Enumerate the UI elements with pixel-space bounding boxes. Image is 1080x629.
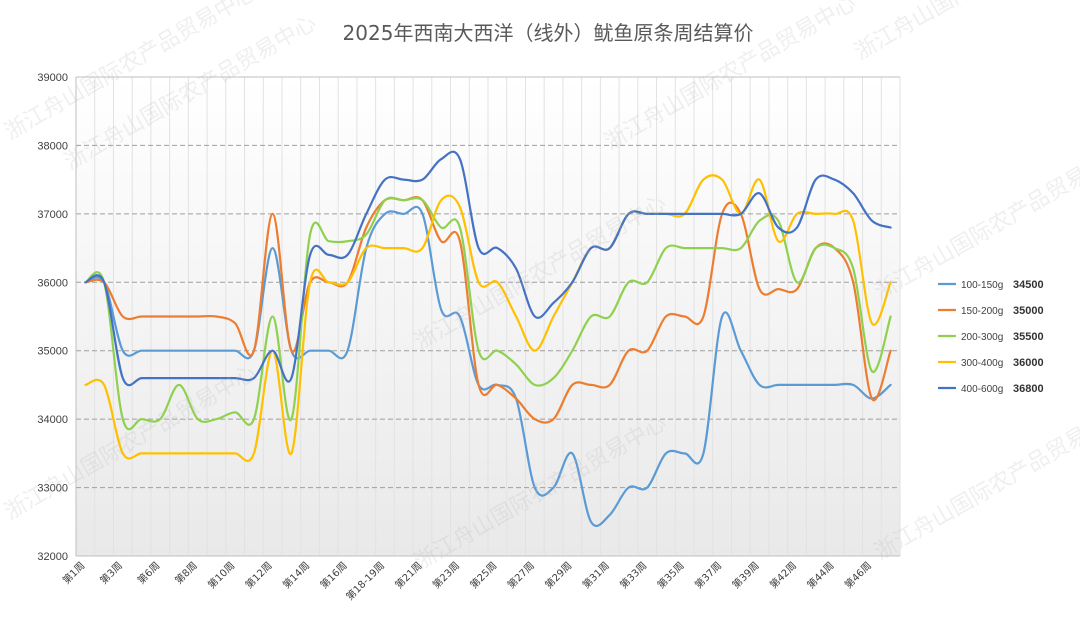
x-tick-label: 第8周	[172, 559, 200, 587]
y-tick-label: 38000	[37, 140, 68, 152]
series-line-300-400g	[84, 174, 892, 463]
x-tick-label: 第37周	[692, 559, 724, 591]
x-tick-label: 第33周	[617, 559, 649, 591]
x-tick-label: 第18-19周	[343, 559, 387, 603]
x-tick-label: 第12周	[242, 559, 274, 591]
y-tick-label: 35000	[37, 346, 68, 358]
legend-value: 35000	[1013, 305, 1044, 317]
series-line-400-600g	[84, 150, 892, 387]
x-tick-label: 第6周	[135, 559, 163, 587]
legend-label: 200-300g	[961, 332, 1003, 343]
legend-value: 36000	[1013, 357, 1044, 369]
x-tick-label: 第16周	[317, 559, 349, 591]
legend-value: 35500	[1013, 331, 1044, 343]
x-tick-label: 第14周	[280, 559, 312, 591]
legend-label: 150-200g	[961, 306, 1003, 317]
x-tick-label: 第1周	[60, 559, 88, 587]
x-tick-label: 第3周	[97, 559, 125, 587]
y-axis: 32000 33000 34000 35000 36000 37000 38000 39000	[37, 72, 68, 563]
legend-label: 100-150g	[961, 280, 1003, 291]
x-tick-label: 第44周	[804, 559, 836, 591]
x-tick-label: 第29周	[542, 559, 574, 591]
legend: 100-150g 34500 150-200g 35000 200-300g 35500 3…	[938, 279, 1044, 395]
chart-title: 2025年西南大西洋（线外）鱿鱼原条周结算价	[343, 21, 754, 45]
legend-label: 300-400g	[961, 358, 1003, 369]
y-tick-label: 36000	[37, 277, 68, 289]
y-tick-label: 33000	[37, 483, 68, 495]
y-tick-label: 39000	[37, 72, 68, 84]
x-axis: 第1周 第3周 第6周 第8周 第10周 第12周 第14周 第16周第18-19周 第21周第…	[60, 559, 874, 603]
x-tick-label: 第42周	[767, 559, 799, 591]
series-line-100-150g	[84, 205, 892, 527]
y-tick-label: 32000	[37, 551, 68, 563]
x-tick-label: 第39周	[729, 559, 761, 591]
watermark-text: 浙江舟山国际农产品贸易中心	[871, 401, 1080, 566]
x-tick-label: 第35周	[654, 559, 686, 591]
y-tick-label: 34000	[37, 414, 68, 426]
x-tick-label: 第31周	[580, 559, 612, 591]
x-tick-label: 第10周	[205, 559, 237, 591]
legend-label: 400-600g	[961, 384, 1003, 395]
series-line-200-300g	[84, 196, 892, 431]
legend-value: 36800	[1013, 383, 1044, 395]
x-tick-label: 第25周	[467, 559, 499, 591]
x-tick-label: 第46周	[842, 559, 874, 591]
y-tick-label: 37000	[37, 209, 68, 221]
legend-value: 34500	[1013, 279, 1044, 291]
x-tick-label: 第27周	[505, 559, 537, 591]
watermark-text: 浙江舟山国际农产品贸易中心	[851, 0, 1080, 65]
series-line-150-200g	[84, 196, 892, 424]
series-lines	[84, 150, 892, 527]
